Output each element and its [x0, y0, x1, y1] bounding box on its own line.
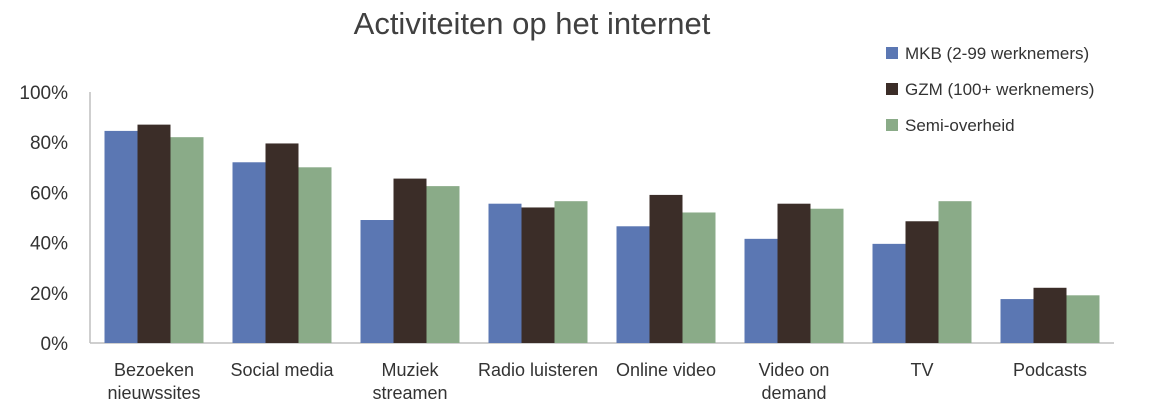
category-label: Bezoeken nieuwssites — [107, 360, 200, 403]
category-label: TV — [910, 360, 933, 380]
bar — [232, 162, 266, 343]
legend: MKB (2-99 werknemers) GZM (100+ werknemer… — [886, 44, 1094, 135]
bar — [170, 137, 204, 343]
bar — [616, 226, 650, 343]
bar — [649, 194, 683, 343]
bar — [554, 201, 588, 343]
category-label: Online video — [616, 360, 716, 380]
legend-swatch — [886, 119, 898, 131]
chart-title: Activiteiten op het internet — [354, 6, 711, 41]
bar — [104, 130, 138, 343]
category-label: Social media — [230, 360, 334, 380]
legend-swatch — [886, 47, 898, 59]
bar — [938, 201, 972, 343]
bar — [1033, 287, 1067, 343]
y-tick-label: 100% — [19, 83, 68, 104]
bar — [1000, 299, 1034, 343]
bars — [104, 124, 1100, 343]
bar — [872, 243, 906, 343]
legend-label: MKB (2-99 werknemers) — [905, 44, 1089, 63]
bar — [682, 212, 716, 343]
bar — [1066, 295, 1100, 343]
y-tick-label: 20% — [30, 284, 68, 305]
category-label: Radio luisteren — [478, 360, 598, 380]
bar — [298, 167, 332, 343]
legend-swatch — [886, 83, 898, 95]
bar — [521, 207, 555, 343]
y-tick-label: 0% — [41, 334, 69, 355]
bar — [777, 203, 811, 343]
bar — [426, 186, 460, 343]
bar — [265, 143, 299, 343]
y-tick-label: 40% — [30, 234, 68, 255]
category-label: Podcasts — [1013, 360, 1087, 380]
legend-label: Semi-overheid — [905, 116, 1015, 135]
y-tick-label: 60% — [30, 183, 68, 204]
category-labels: Bezoeken nieuwssites Social media Muziek str… — [107, 360, 1087, 403]
bar — [905, 221, 939, 343]
bar — [488, 203, 522, 343]
bar — [393, 178, 427, 343]
y-tick-label: 80% — [30, 133, 68, 154]
bar — [810, 208, 844, 343]
bar — [744, 238, 778, 343]
category-label: Muziek streamen — [372, 360, 447, 403]
legend-label: GZM (100+ werknemers) — [905, 80, 1094, 99]
bar — [137, 124, 171, 343]
category-label: Video on demand — [759, 360, 830, 403]
bar — [360, 220, 394, 343]
